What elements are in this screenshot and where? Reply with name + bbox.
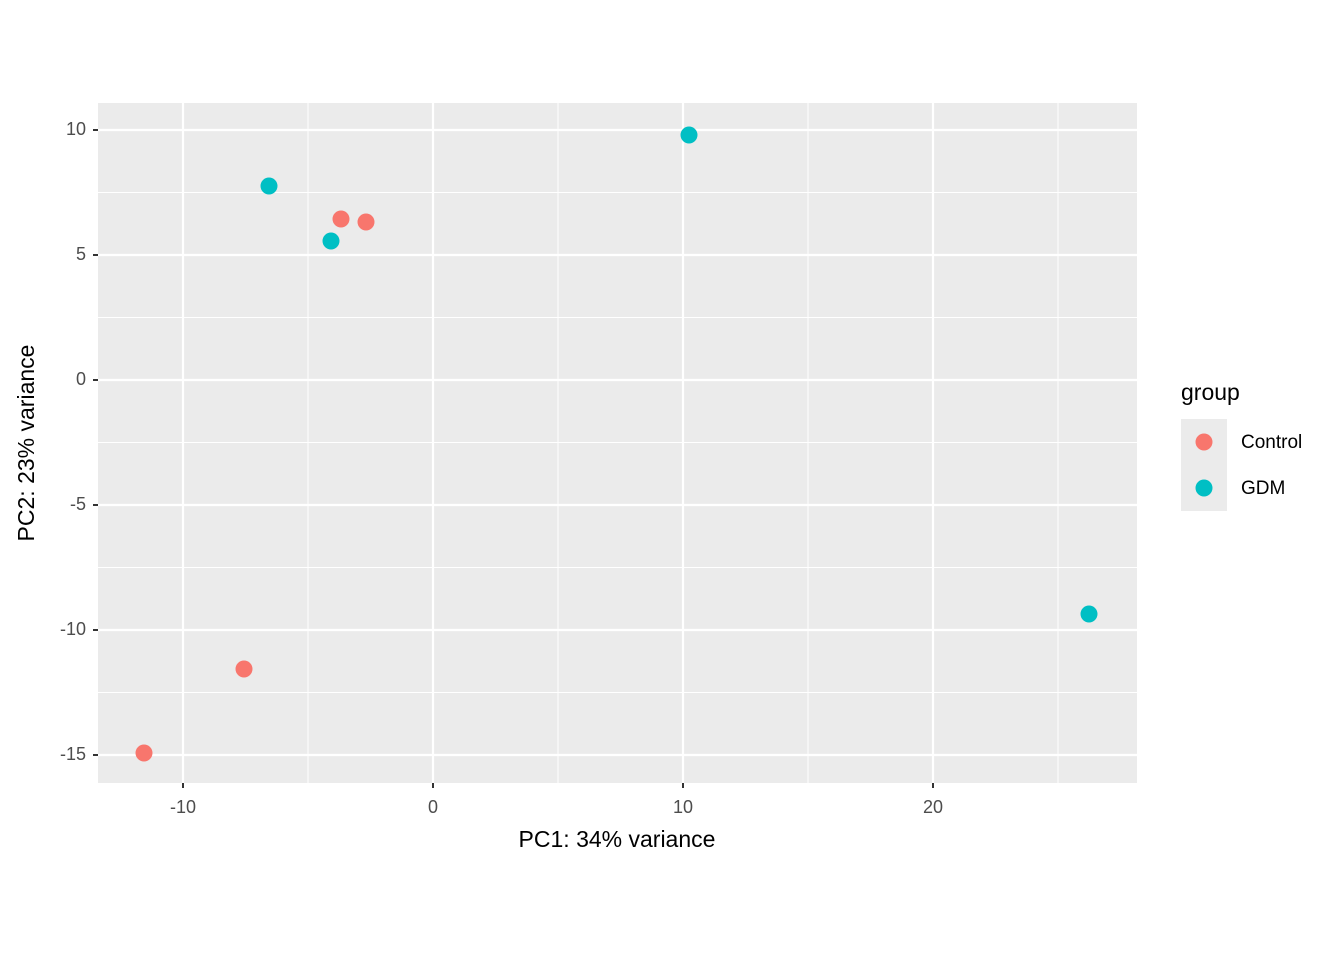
- points: [135, 126, 1098, 762]
- legend: Control GDM: [1181, 419, 1302, 511]
- y-tick-label: -10: [60, 619, 86, 639]
- y-tick-label: 10: [66, 119, 86, 139]
- y-tick-label: 0: [76, 369, 86, 389]
- point: [135, 744, 153, 762]
- y-tick-label: -15: [60, 744, 86, 764]
- y-axis-title: PC2: 23% variance: [13, 345, 39, 542]
- x-tick-label: -10: [170, 797, 196, 817]
- legend-swatch: [1195, 479, 1213, 497]
- point: [332, 210, 350, 228]
- x-tick-label: 10: [673, 797, 693, 817]
- point: [1080, 605, 1098, 623]
- x-axis-title: PC1: 34% variance: [519, 826, 716, 852]
- point: [680, 126, 698, 144]
- y-tick-label: -5: [70, 494, 86, 514]
- point: [235, 660, 253, 678]
- x-tick-label: 0: [428, 797, 438, 817]
- point: [322, 232, 340, 250]
- legend-label: Control: [1241, 432, 1302, 453]
- point: [260, 177, 278, 195]
- legend-label: GDM: [1241, 478, 1285, 499]
- point: [357, 213, 375, 231]
- legend-title: group: [1181, 379, 1240, 405]
- legend-swatch: [1195, 433, 1213, 451]
- x-tick-label: 20: [923, 797, 943, 817]
- y-tick-label: 5: [76, 244, 86, 264]
